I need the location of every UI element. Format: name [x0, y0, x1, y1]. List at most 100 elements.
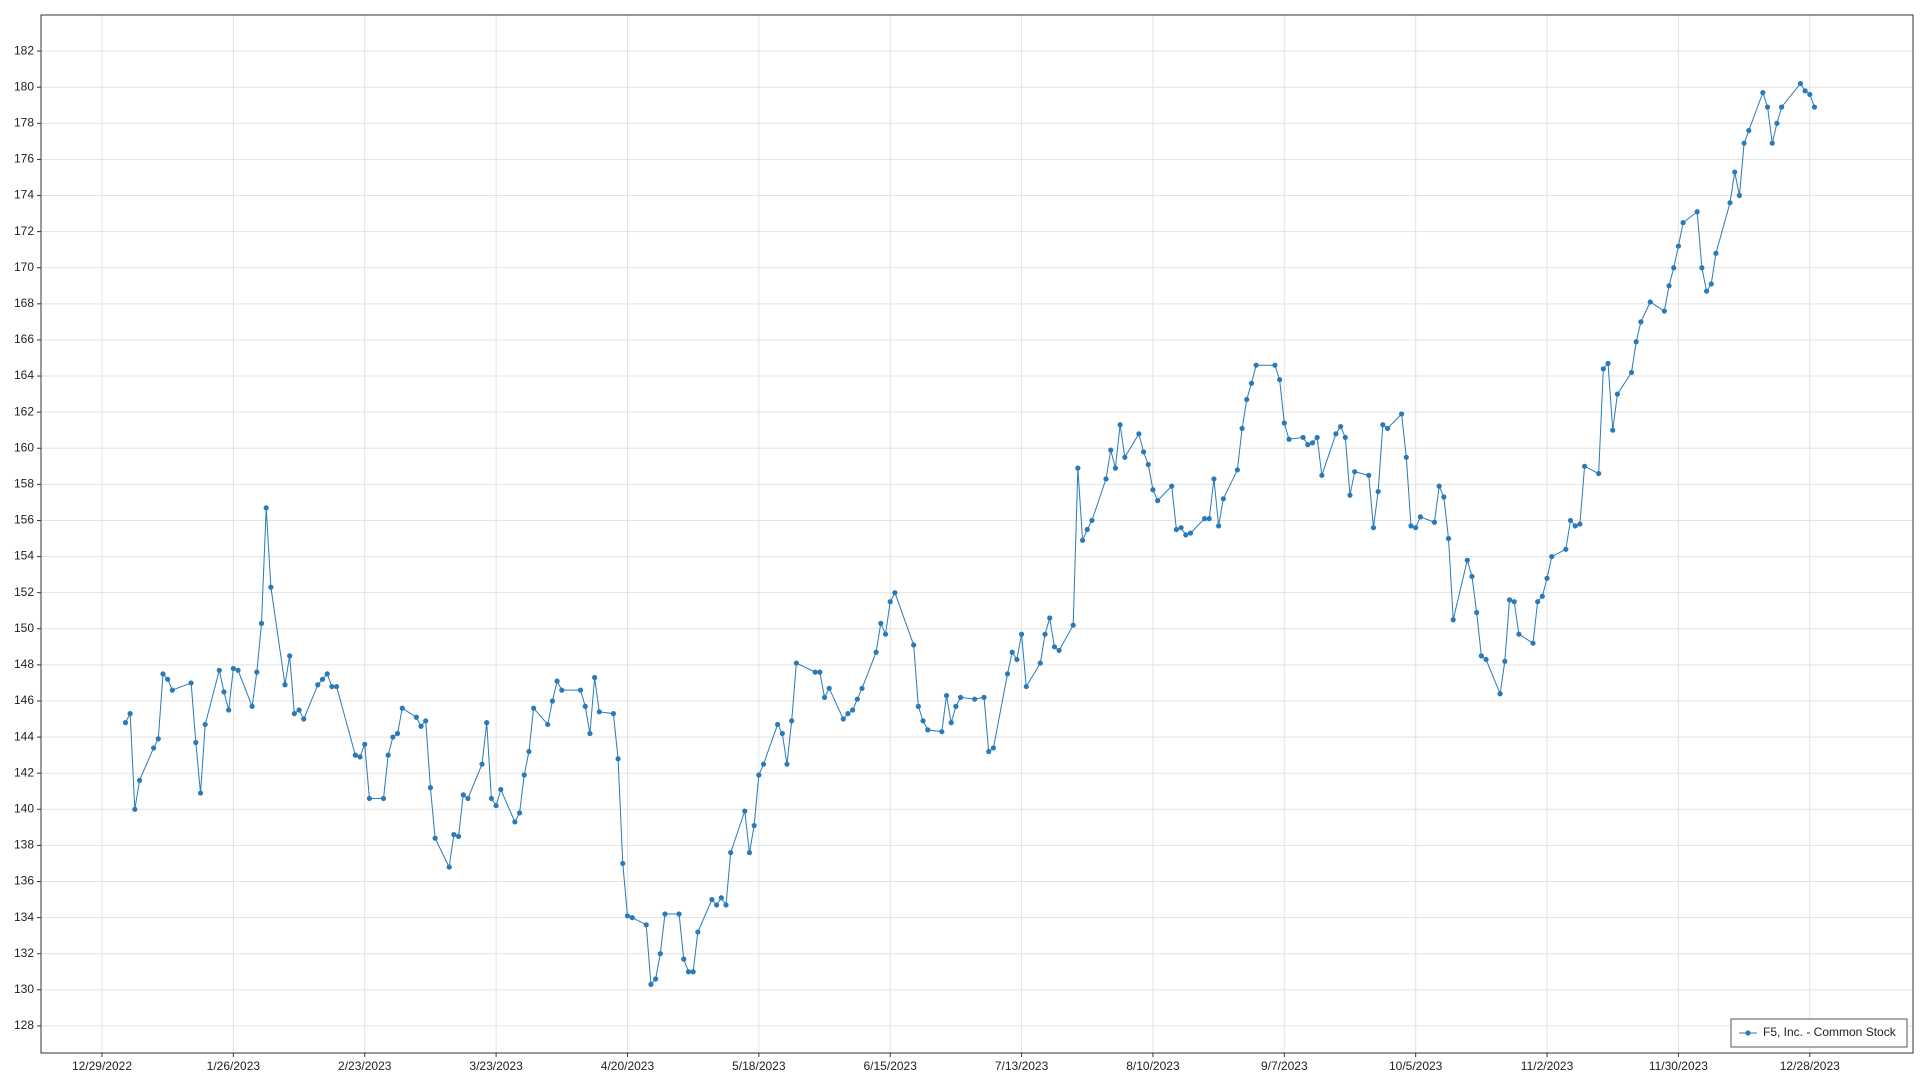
data-point — [1647, 299, 1653, 305]
data-point — [892, 590, 898, 596]
data-point — [657, 951, 663, 957]
data-point — [746, 850, 753, 856]
data-point — [155, 736, 161, 742]
data-point — [132, 806, 138, 812]
data-point — [1206, 516, 1212, 522]
data-point — [648, 981, 654, 988]
data-point — [587, 730, 593, 737]
y-tick-label: 180 — [14, 79, 34, 93]
data-point — [296, 707, 302, 713]
data-point — [821, 694, 828, 700]
data-point — [526, 748, 532, 755]
data-point — [1516, 631, 1522, 637]
data-point — [1384, 425, 1391, 431]
y-tick-label: 154 — [14, 549, 34, 563]
data-point — [390, 734, 396, 740]
data-point — [498, 786, 504, 793]
data-point — [333, 683, 340, 690]
data-point — [1056, 647, 1062, 654]
data-point — [151, 745, 157, 751]
data-point — [1450, 617, 1456, 623]
y-tick-label: 128 — [14, 1018, 34, 1032]
data-point — [1112, 465, 1119, 471]
data-point — [1122, 454, 1128, 460]
data-point — [1117, 422, 1123, 428]
data-point — [432, 835, 438, 841]
data-point — [1464, 557, 1470, 563]
data-point — [1708, 281, 1714, 287]
data-point — [662, 911, 668, 917]
data-point — [1610, 427, 1616, 433]
x-tick-label: 1/26/2023 — [207, 1059, 261, 1073]
data-point — [1187, 530, 1194, 536]
data-point — [1699, 265, 1705, 271]
data-point — [1746, 127, 1752, 134]
data-point — [1727, 200, 1733, 206]
y-tick-label: 132 — [14, 946, 34, 960]
data-point — [948, 720, 954, 726]
data-point — [1596, 470, 1602, 477]
data-point — [451, 831, 457, 838]
data-point — [1605, 360, 1611, 367]
data-point — [728, 850, 734, 856]
data-point — [1009, 649, 1015, 655]
data-point — [399, 705, 405, 711]
data-point — [423, 718, 429, 724]
data-point — [1614, 391, 1621, 397]
data-point — [169, 687, 175, 693]
data-point — [1342, 434, 1348, 441]
y-tick-label: 142 — [14, 765, 34, 779]
data-point — [1037, 660, 1043, 666]
data-point — [1802, 88, 1808, 94]
data-point — [1628, 369, 1635, 376]
data-point — [357, 754, 363, 760]
data-point — [493, 803, 499, 809]
data-point — [202, 721, 208, 728]
data-point — [254, 669, 260, 675]
y-tick-label: 158 — [14, 477, 34, 491]
data-point — [1713, 250, 1719, 256]
y-tick-label: 146 — [14, 693, 34, 707]
data-point — [1319, 472, 1325, 478]
data-point — [1239, 425, 1245, 431]
data-point — [582, 703, 588, 709]
data-point — [925, 727, 931, 733]
data-point — [957, 694, 964, 700]
data-point — [488, 795, 495, 802]
x-tick-label: 8/10/2023 — [1126, 1059, 1180, 1073]
data-point — [427, 785, 434, 791]
data-point — [1441, 494, 1447, 500]
data-point — [545, 721, 551, 728]
data-point — [1140, 449, 1147, 455]
data-point — [516, 810, 523, 816]
data-point — [878, 620, 884, 626]
data-point — [1506, 597, 1513, 603]
y-tick-label: 148 — [14, 657, 34, 671]
data-point — [1638, 319, 1644, 325]
data-point — [1248, 380, 1255, 386]
data-point — [986, 748, 992, 755]
data-point — [531, 705, 537, 711]
data-point — [845, 711, 851, 717]
data-point — [188, 680, 194, 686]
data-point — [1797, 80, 1803, 87]
data-point — [1563, 546, 1569, 552]
data-point — [1741, 140, 1747, 146]
data-point — [643, 922, 649, 928]
data-point — [817, 669, 823, 675]
data-point — [1004, 671, 1011, 677]
data-point — [1732, 169, 1738, 175]
data-point — [1408, 523, 1414, 529]
data-point — [742, 808, 748, 814]
data-point — [577, 687, 584, 693]
data-point — [230, 665, 236, 672]
data-point — [165, 676, 171, 682]
y-tick-label: 130 — [14, 982, 34, 996]
data-point — [953, 703, 959, 709]
data-point — [1736, 192, 1743, 199]
legend-marker — [1745, 1030, 1751, 1036]
data-point — [756, 772, 762, 778]
data-point — [1079, 537, 1086, 543]
